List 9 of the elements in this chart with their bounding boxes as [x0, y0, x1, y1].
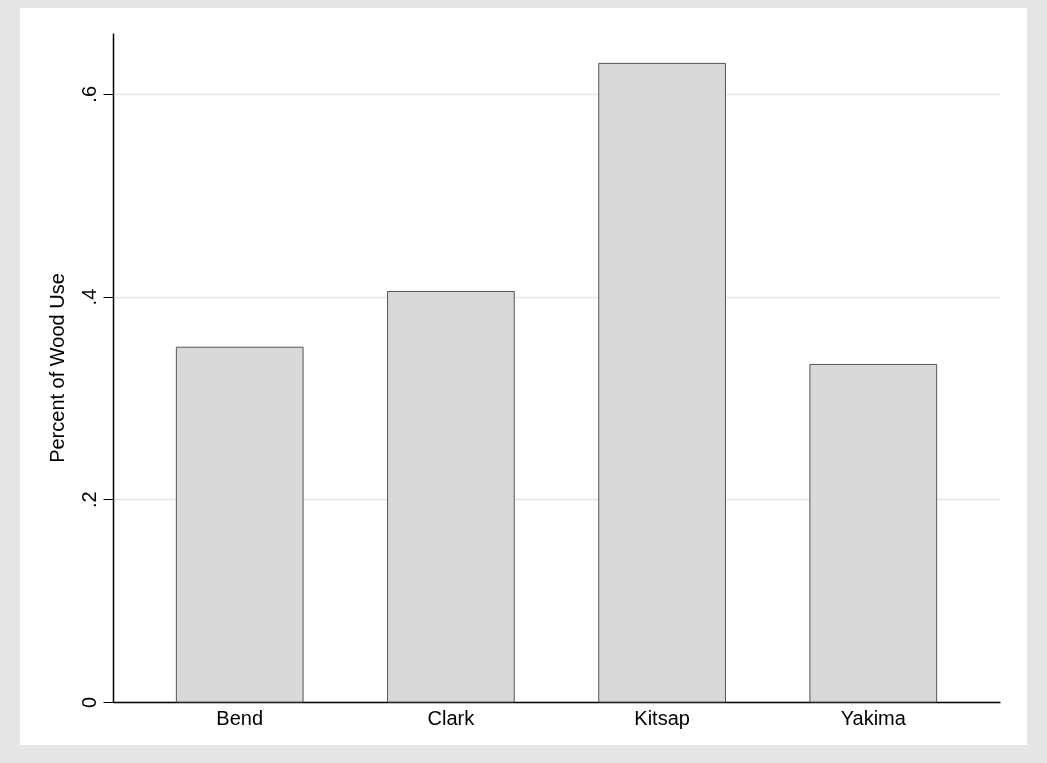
y-tick-label: 0 — [77, 696, 100, 709]
y-tick-label: .2 — [77, 491, 100, 509]
y-tick-label: .4 — [77, 288, 100, 306]
x-tick-label: Kitsap — [634, 706, 690, 729]
x-tick-label: Clark — [427, 706, 476, 729]
y-axis-title: Percent of Wood Use — [45, 273, 68, 463]
y-tick-label: .6 — [77, 85, 100, 103]
x-tick-label: Yakima — [840, 706, 907, 729]
x-tick-label: Bend — [216, 706, 264, 729]
